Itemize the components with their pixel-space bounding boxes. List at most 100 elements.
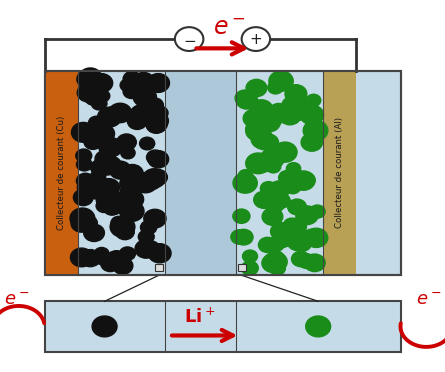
Circle shape: [234, 229, 253, 245]
Circle shape: [287, 178, 303, 191]
Circle shape: [263, 194, 285, 212]
Circle shape: [266, 160, 281, 173]
Circle shape: [70, 208, 95, 229]
Circle shape: [90, 74, 113, 92]
Circle shape: [140, 137, 155, 150]
Text: $e^-$: $e^-$: [416, 291, 441, 310]
Circle shape: [138, 230, 154, 243]
Bar: [238, 264, 246, 271]
Circle shape: [123, 84, 140, 99]
Circle shape: [96, 193, 114, 208]
Bar: [165, 71, 236, 275]
Circle shape: [288, 95, 309, 113]
Circle shape: [92, 124, 114, 143]
Circle shape: [104, 197, 125, 214]
Circle shape: [306, 94, 321, 106]
Circle shape: [121, 190, 144, 209]
Circle shape: [109, 103, 132, 123]
Circle shape: [282, 96, 306, 116]
Circle shape: [97, 107, 121, 127]
Bar: [44, 301, 400, 352]
Bar: [323, 71, 356, 275]
Text: Li$^+$: Li$^+$: [185, 308, 216, 327]
Circle shape: [76, 149, 92, 162]
Bar: [44, 71, 400, 275]
Circle shape: [307, 109, 323, 122]
Circle shape: [111, 216, 127, 230]
Circle shape: [296, 206, 318, 225]
Circle shape: [298, 254, 315, 268]
Circle shape: [267, 237, 284, 251]
Circle shape: [95, 151, 115, 167]
Circle shape: [84, 224, 105, 241]
Circle shape: [271, 222, 292, 240]
Circle shape: [248, 109, 273, 130]
Circle shape: [175, 27, 203, 51]
Circle shape: [130, 106, 151, 124]
Circle shape: [71, 215, 92, 232]
Circle shape: [148, 151, 169, 168]
Circle shape: [147, 112, 168, 129]
Circle shape: [99, 161, 116, 175]
Circle shape: [304, 254, 325, 272]
Circle shape: [147, 74, 170, 92]
Circle shape: [117, 192, 133, 206]
Circle shape: [120, 201, 144, 221]
Circle shape: [242, 261, 258, 275]
Text: $e^-$: $e^-$: [4, 291, 29, 310]
Circle shape: [77, 70, 99, 88]
Circle shape: [92, 316, 117, 337]
Circle shape: [138, 102, 156, 118]
Circle shape: [269, 107, 285, 120]
Circle shape: [236, 91, 258, 109]
Circle shape: [95, 90, 110, 102]
Circle shape: [235, 90, 254, 106]
Circle shape: [77, 83, 99, 102]
Circle shape: [77, 177, 101, 198]
Circle shape: [143, 169, 166, 188]
Circle shape: [146, 150, 164, 165]
Circle shape: [94, 247, 109, 260]
Circle shape: [260, 182, 277, 195]
Circle shape: [101, 256, 120, 272]
Circle shape: [279, 107, 294, 119]
Circle shape: [238, 170, 253, 182]
Circle shape: [99, 138, 122, 157]
Circle shape: [262, 208, 283, 225]
Circle shape: [258, 113, 280, 132]
Circle shape: [104, 201, 121, 215]
Circle shape: [286, 163, 301, 174]
Circle shape: [259, 134, 279, 150]
Circle shape: [287, 199, 307, 215]
Circle shape: [258, 109, 282, 129]
Circle shape: [285, 180, 301, 194]
Circle shape: [91, 159, 111, 176]
Circle shape: [291, 235, 312, 251]
Circle shape: [79, 68, 102, 87]
Circle shape: [231, 230, 248, 244]
Circle shape: [250, 100, 273, 119]
Circle shape: [243, 250, 258, 263]
Circle shape: [273, 142, 297, 162]
Circle shape: [88, 182, 105, 196]
Bar: [155, 264, 163, 271]
Circle shape: [268, 81, 283, 94]
Circle shape: [233, 209, 250, 223]
Circle shape: [251, 130, 274, 148]
Circle shape: [91, 97, 107, 110]
Circle shape: [142, 241, 159, 256]
Circle shape: [259, 237, 277, 253]
Bar: [44, 71, 400, 275]
Circle shape: [117, 134, 136, 150]
Circle shape: [287, 231, 311, 251]
Circle shape: [148, 244, 171, 263]
Circle shape: [85, 89, 105, 106]
Circle shape: [279, 170, 296, 185]
Circle shape: [292, 171, 315, 190]
Circle shape: [119, 247, 135, 260]
Circle shape: [246, 121, 266, 137]
Circle shape: [123, 71, 141, 86]
Circle shape: [112, 222, 129, 236]
Circle shape: [152, 106, 168, 120]
Circle shape: [70, 248, 93, 267]
